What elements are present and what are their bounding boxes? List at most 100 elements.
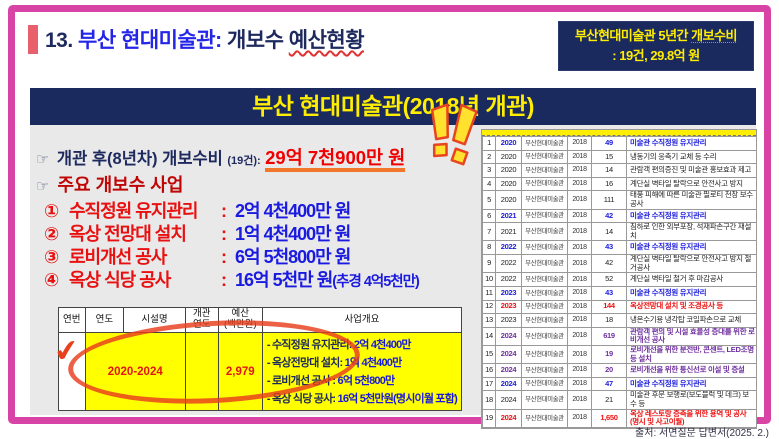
table-row: 13 2023 부산현대미술관 2018 18 냉온수기용 냉각탑 코일파손으로 교체 [482,313,757,328]
description-cell: 계단실 벽타일 철거 후 마감공사 [626,272,757,287]
facility-cell: 부산현대미술관 [521,285,568,301]
overview-value: 16억 5천만원(명시이월 포함) [337,392,458,405]
open-year-cell: 2018 [567,136,592,151]
table-row: 1 2020 부산현대미술관 2018 49 미술관 수직정원 유지관리 [482,136,757,151]
facility-cell: 부산현대미술관 [521,344,568,365]
total-line-count: (19건): [227,155,261,167]
bullet-dash: - [266,338,272,351]
title-number: 13. [45,29,79,52]
row-number-cell: 17 [482,376,496,392]
source-note: 출처: 서면질문 답변서(2025. 2.) [635,428,769,439]
year-cell: 2020 [495,136,522,151]
finger-pointer-icon: ☞ [36,178,50,195]
row-number-cell: 4 [482,176,496,192]
budget-cell: 49 [591,136,627,151]
column-header: 사업개요 [261,307,463,333]
item-number: ① [44,201,60,221]
table-row: 9 2022 부산현대미술관 2018 42 계단실 벽타일 탈락으로 안전사고 방지 철… [482,254,757,274]
table-row: 8 2022 부산현대미술관 2018 43 미술관 수직정원 유지관리 [482,240,757,256]
budget-detail-table: 1 2020 부산현대미술관 2018 49 미술관 수직정원 유지관리 2 2020 부산현대… [482,136,757,428]
item-note: (추경 4억5천만) [332,274,420,290]
table-row: 10 2022 부산현대미술관 2018 52 계단실 벽타일 철거 후 마감공사 [482,272,757,287]
open-year-cell: 2018 [567,376,592,392]
table-row: 15 2024 부산현대미술관 2018 19 로비개선을 위한 분전반, 콘센트, LE… [482,344,757,365]
description-cell: 냉온수기용 냉각탑 코일파손으로 교체 [626,313,757,328]
description-cell: 미술관 수직정원 유지관리 [626,285,757,301]
item-number: ③ [44,247,60,267]
bullet-dash: - [266,356,272,369]
column-header: 예산 (백만원) [217,307,263,333]
budget-cell: 15 [591,149,627,165]
overview-value: 2억 4천400만 [353,338,412,351]
year-cell: 2022 [495,240,522,256]
open-year-cell: 2018 [567,163,592,178]
badge-line1: 부산현대미술관 5년간 개보수비 [559,26,753,46]
overview-label: 로비개선 공사 : [271,374,338,387]
item-label: 옥상 식당 공사 [69,270,171,290]
row-number-cell: 1 [482,136,496,151]
year-cell: 2023 [495,299,522,315]
major-projects-heading: ☞ 주요 개보수 사업 [36,171,183,197]
year-cell: 2020 [495,190,522,210]
year-cell: 2023 [495,285,522,301]
overview-bullets: - 수직정원 유지관리: 2억 4천400만 - 옥상전망대 설치: 1억 4천4… [266,336,458,408]
facility-cell: 부산현대미술관 [521,408,568,428]
year-cell: 2024 [495,326,522,346]
title-museum-name: 부산 현대미술관: [78,29,222,52]
total-line-value: 29억 7천900만 원 [265,147,406,172]
item-number: ④ [44,270,60,290]
facility-cell: 부산현대미술관 [521,176,568,192]
project-item: ④ 옥상 식당 공사:16억 5천만 원 (추경 4억5천만) [44,266,420,290]
year-cell: 2024 [495,376,522,392]
table-row: 17 2024 부산현대미술관 2018 47 미술관 수직정원 유지관리 [482,376,757,392]
description-cell: 미술관 수직정원 유지관리 [626,240,757,256]
project-item: ② 옥상 전망대 설치:1억 4천400만 원 [44,220,419,244]
item-colon: : [221,247,227,267]
table-row: 11 2023 부산현대미술관 2018 43 미술관 수직정원 유지관리 [482,285,757,301]
facility-cell: 부산현대미술관 [521,163,568,178]
row-number-cell: 18 [482,390,496,410]
description-cell: 침하로 인한 외부포장, 석재파손구간 재설치 [626,222,757,242]
budget-cell: 43 [591,240,627,256]
table-row: 7 2021 부산현대미술관 2018 14 침하로 인한 외부포장, 석재파손구간 재설… [482,222,757,242]
description-cell: 계단실 벽타일 탈락으로 안전사고 방지 철거공사 [626,254,757,274]
summary-table-header-row: 연번 연도 시설명 개관 연도 예산 (백만원) 사업개요 [58,307,463,333]
overview-line: - 수직정원 유지관리: 2억 4천400만 [267,336,457,354]
table-row: 18 2024 부산현대미술관 2018 21 미술관 후문 보행로(보도블럭 및 데크)… [482,390,757,410]
row-number-cell: 6 [482,208,496,224]
open-year-cell: 2018 [567,344,592,365]
year-cell: 2024 [495,390,522,410]
overview-label: 옥상전망대 설치: [271,356,345,369]
open-year-cell: 2018 [567,408,592,428]
table-row: 4 2020 부산현대미술관 2018 16 계단실 벽타일 탈락으로 안전사고 방지 [482,176,757,192]
row-number-cell: 14 [482,326,496,346]
row-number-cell: 8 [482,240,496,256]
item-label: 수직정원 유지관리 [69,201,198,221]
item-colon: : [221,224,227,244]
table-row: 2 2020 부산현대미술관 2018 15 냉동기의 응축기 교체 등 수리 [482,149,757,165]
open-year-cell: 2018 [567,222,592,242]
budget-cell: 1,650 [591,408,627,428]
title-accent-bar [28,24,38,54]
summary-table-body-row: 2020-2024 2,979 - 수직정원 유지관리: 2억 4천400만 - … [58,332,463,411]
budget-cell: 42 [591,254,627,274]
description-cell: 계단실 벽타일 탈락으로 안전사고 방지 [626,176,757,192]
description-cell: 관람객 편의증진 및 미술관 홍보효과 제고 [626,163,757,178]
budget-detail-table-wrap: 1 2020 부산현대미술관 2018 49 미술관 수직정원 유지관리 2 2020 부산현대… [481,129,757,429]
facility-cell: 부산현대미술관 [521,240,568,256]
row-number-cell: 5 [482,190,496,210]
title-row: 13. 부산 현대미술관: 개보수 예산현황 [28,24,365,54]
year-cell: 2024 [495,363,522,378]
overview-value: 1억 4천400만 [344,356,403,369]
title-topic-underlined: 예산현황 [288,29,365,52]
column-header: 연번 [58,307,86,333]
budget-cell: 619 [591,326,627,346]
facility-cell: 부산현대미술관 [521,136,568,151]
item-value: 6억 5천800만 원 [235,247,351,267]
overview-cell: - 수직정원 유지관리: 2억 4천400만 - 옥상전망대 설치: 1억 4천4… [261,332,463,411]
row-number-cell: 11 [482,285,496,301]
open-year-cell: 2018 [567,313,592,328]
table-row: 5 2020 부산현대미술관 2018 111 태풍 피해에 따른 미술관 필로티 천장 … [482,190,757,210]
overview-label: 수직정원 유지관리: [271,338,354,351]
year-cell: 2021 [495,208,522,224]
